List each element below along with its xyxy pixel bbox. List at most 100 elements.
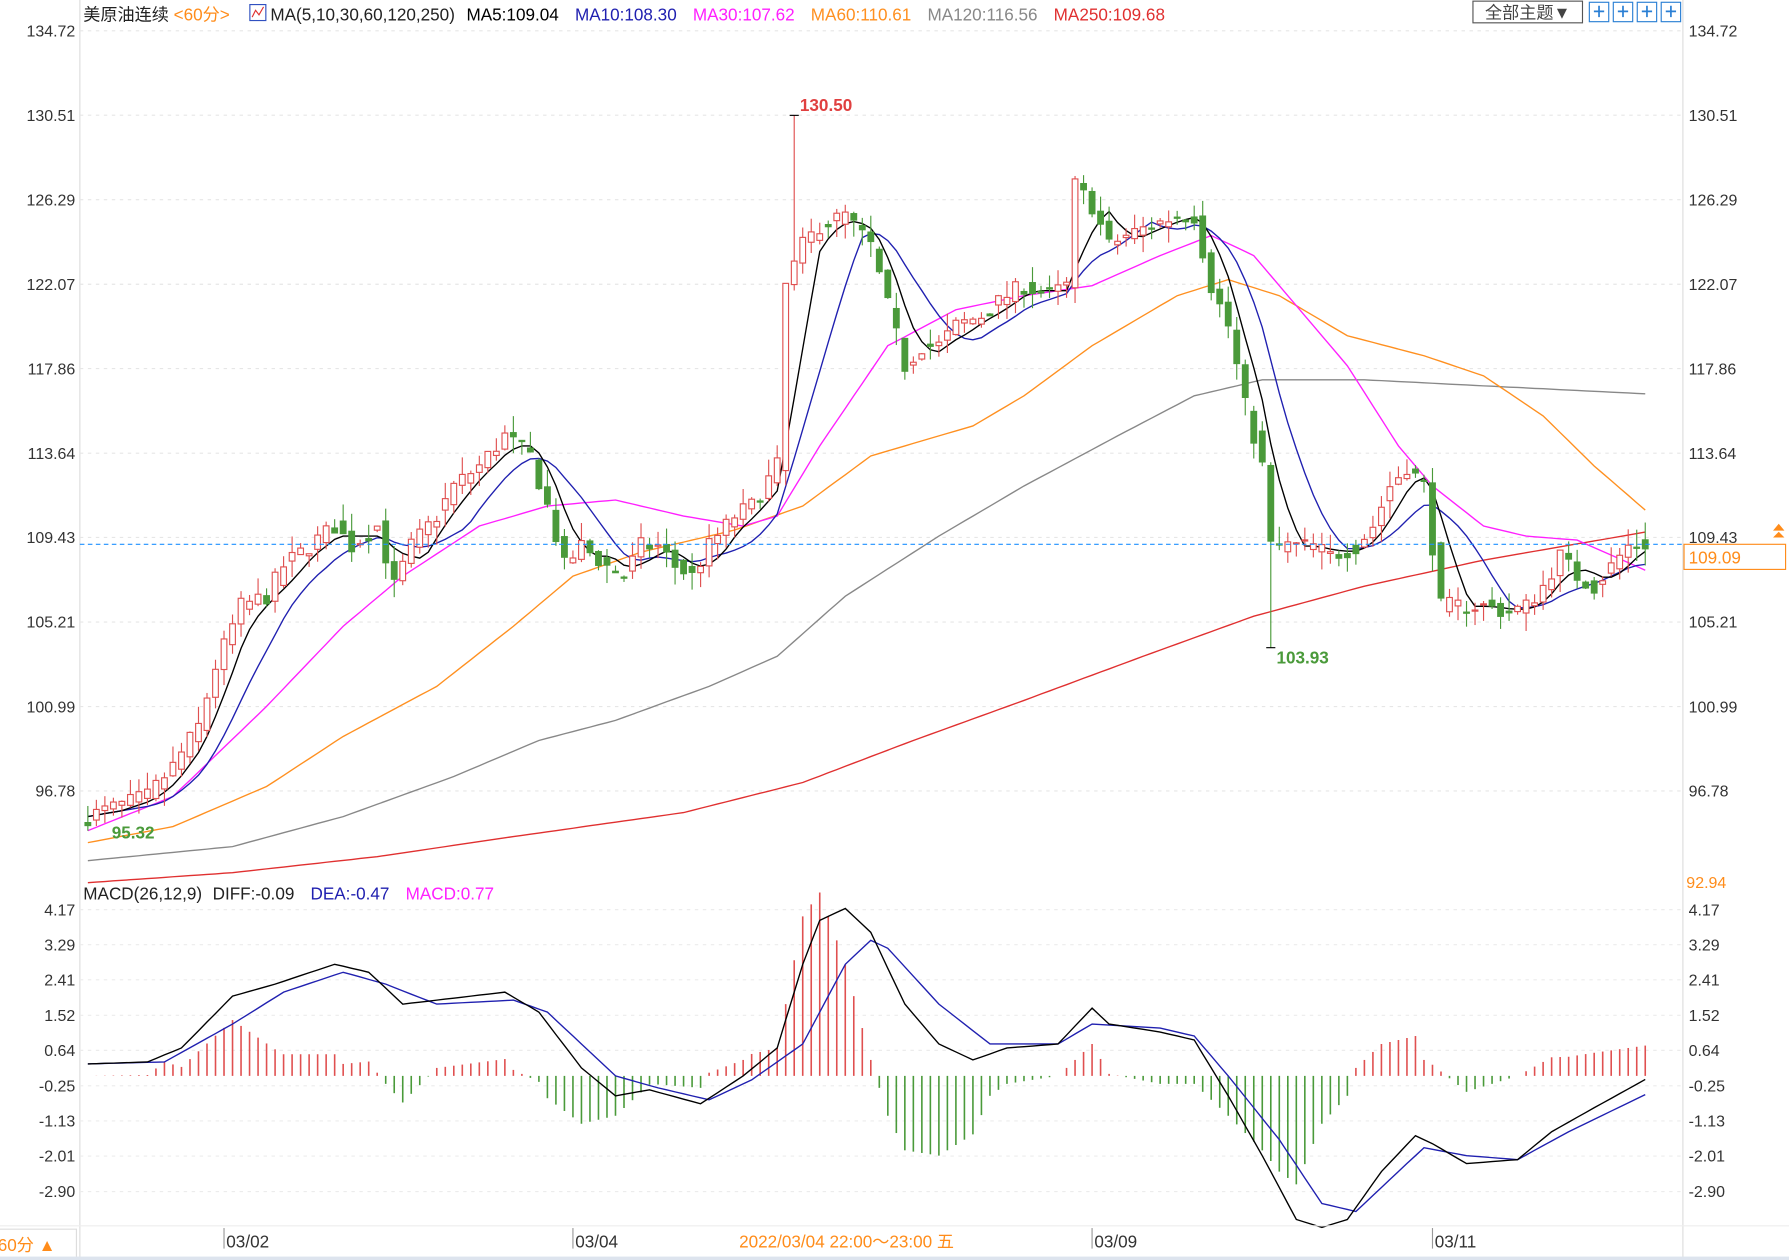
candle	[161, 772, 168, 806]
candle	[101, 796, 109, 823]
play-forward-icon[interactable]	[1636, 1, 1658, 23]
candle	[416, 519, 424, 554]
crosshair-icon[interactable]	[1588, 1, 1610, 23]
period-label[interactable]: <60分>	[174, 6, 230, 25]
macd-tick-left: -2.01	[39, 1149, 76, 1166]
candle	[1343, 543, 1351, 572]
date-tick-label: 03/09	[1094, 1232, 1137, 1251]
price-tick-right: 96.78	[1689, 784, 1729, 801]
candle	[254, 578, 262, 607]
price-tick-left: 130.51	[26, 108, 75, 125]
macd-tick-right: 4.17	[1689, 902, 1720, 919]
ma60-value: MA60:110.61	[811, 6, 911, 25]
low-label: 103.93	[1276, 649, 1328, 668]
candle	[901, 337, 909, 380]
period-button[interactable]: 60分 ▲	[0, 1228, 78, 1259]
candle	[1318, 532, 1326, 570]
candle	[807, 218, 815, 254]
candle	[271, 568, 279, 613]
candle	[135, 779, 143, 814]
candle	[501, 425, 509, 451]
candle	[1250, 405, 1258, 459]
candle	[1522, 594, 1530, 631]
candle	[1616, 547, 1624, 580]
candle	[1471, 602, 1479, 626]
candle	[680, 558, 687, 580]
candle	[748, 497, 756, 515]
candle	[1131, 214, 1139, 244]
candle	[348, 513, 356, 562]
candle	[1403, 459, 1411, 481]
candle	[1029, 267, 1036, 309]
candle	[322, 521, 330, 550]
horizontal-scrollbar[interactable]	[0, 1256, 1789, 1260]
candle	[892, 292, 900, 346]
macd-tick-right: 0.64	[1689, 1043, 1720, 1060]
candle	[203, 692, 211, 738]
price-tick-right: 109.43	[1689, 530, 1738, 547]
candle	[688, 553, 696, 590]
candle	[1531, 594, 1539, 615]
candle	[458, 457, 466, 495]
price-tick-right: 126.29	[1689, 192, 1738, 209]
candle	[1582, 580, 1590, 590]
candle	[1080, 175, 1087, 205]
macd-tick-right: 2.41	[1689, 973, 1720, 990]
candle	[399, 553, 407, 586]
candle	[169, 746, 177, 777]
ma10-line	[87, 221, 1646, 818]
candle	[424, 515, 432, 548]
candle	[1182, 219, 1190, 231]
candle	[1267, 462, 1275, 648]
candle	[1097, 196, 1105, 236]
candle	[126, 779, 134, 808]
theme-dropdown[interactable]: 全部主题▼	[1472, 0, 1584, 24]
macd-tick-left: 2.41	[44, 973, 75, 990]
candle	[952, 317, 960, 336]
candle	[1624, 529, 1632, 573]
candle	[365, 524, 373, 554]
macd-tick-right: -2.01	[1689, 1149, 1726, 1166]
candle	[237, 591, 245, 637]
cursor-time-label: 2022/03/04 22:00～23:00 五	[739, 1232, 954, 1251]
macd-tick-right: 3.29	[1689, 937, 1720, 954]
start-low-label: 95.32	[112, 823, 155, 842]
candle	[1190, 205, 1198, 231]
ma120-value: MA120:116.56	[927, 6, 1037, 25]
candle	[1156, 218, 1164, 228]
zoom-range-icon[interactable]	[1612, 1, 1634, 23]
go-end-icon[interactable]	[1660, 1, 1682, 23]
candle	[1386, 471, 1394, 519]
macd-tick-left: 1.52	[44, 1008, 75, 1025]
candle	[305, 553, 313, 567]
price-tick-right: 100.99	[1689, 699, 1738, 716]
price-tick-right: 105.21	[1689, 615, 1738, 632]
candle	[586, 538, 594, 557]
macd-tick-right: 1.52	[1689, 1008, 1720, 1025]
candle	[246, 594, 253, 616]
candle	[1463, 600, 1470, 627]
high-label: 130.50	[800, 96, 852, 115]
ma-chart-icon[interactable]	[249, 3, 267, 22]
candle	[935, 335, 943, 357]
ma60-line	[87, 278, 1646, 844]
candle	[1437, 541, 1445, 602]
price-tick-left: 109.43	[26, 530, 75, 547]
candle	[356, 539, 364, 548]
candle	[433, 515, 441, 545]
candle	[969, 316, 977, 325]
price-tick-left: 117.86	[28, 361, 76, 378]
candle	[926, 329, 934, 360]
candle	[1412, 465, 1419, 478]
ma5-value: MA5:109.04	[467, 6, 560, 25]
candle	[1633, 529, 1641, 561]
candle	[509, 416, 517, 454]
candle	[373, 525, 381, 533]
candle	[390, 546, 398, 598]
ma250-line	[87, 531, 1646, 884]
candle	[92, 799, 100, 826]
candle	[1105, 206, 1113, 243]
candle	[918, 352, 926, 361]
candle	[186, 731, 194, 764]
